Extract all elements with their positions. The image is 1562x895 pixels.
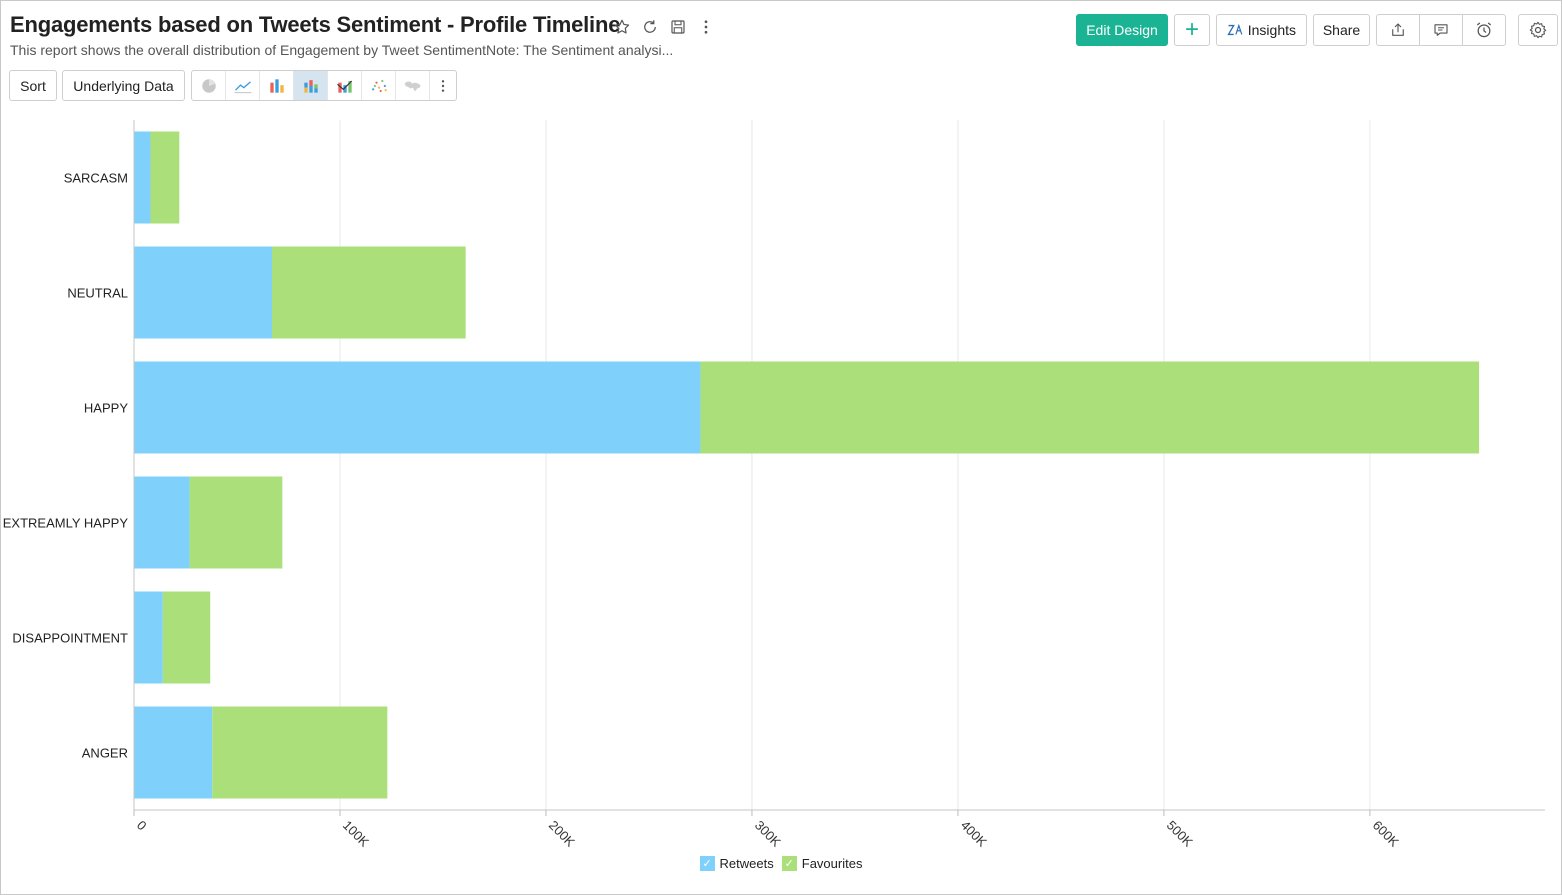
- bar-retweets-extreamly-happy[interactable]: [134, 476, 190, 569]
- plus-icon: +: [1184, 16, 1199, 43]
- category-label: HAPPY: [84, 401, 128, 416]
- legend-label: Retweets: [719, 856, 774, 871]
- insights-label: Insights: [1247, 22, 1296, 38]
- checkmark-icon: ✓: [699, 856, 715, 871]
- export-button[interactable]: [1376, 14, 1420, 46]
- bar-favourites-neutral[interactable]: [272, 246, 466, 339]
- category-label: EXTREAMLY HAPPY: [3, 516, 129, 531]
- category-label: NEUTRAL: [67, 286, 128, 301]
- map-chart-icon[interactable]: [396, 71, 430, 100]
- bar-retweets-happy[interactable]: [134, 361, 701, 454]
- bar-favourites-sarcasm[interactable]: [150, 131, 180, 224]
- report-tools-group: [1376, 14, 1506, 46]
- category-label: ANGER: [82, 746, 128, 761]
- export-icon: [1392, 23, 1404, 36]
- x-tick-label: 400K: [958, 818, 990, 850]
- gear-icon: [1529, 21, 1547, 39]
- combination-chart-icon[interactable]: [328, 71, 362, 100]
- settings-button[interactable]: [1518, 14, 1558, 46]
- chart-legend: ✓ Retweets ✓ Favourites: [0, 856, 1562, 871]
- star-icon[interactable]: [612, 16, 632, 38]
- x-tick-label: 300K: [752, 818, 784, 850]
- x-tick-label: 500K: [1164, 818, 1196, 850]
- bar-favourites-disappointment[interactable]: [162, 591, 211, 684]
- x-tick-label: 0: [134, 818, 150, 834]
- bar-chart-icon[interactable]: [260, 71, 294, 100]
- insights-icon: [1227, 23, 1243, 36]
- edit-design-button[interactable]: Edit Design: [1076, 14, 1168, 46]
- underlying-data-button[interactable]: Underlying Data: [62, 70, 185, 101]
- category-label: SARCASM: [64, 171, 128, 186]
- report-actions: Edit Design + Insights Share: [1076, 14, 1558, 46]
- scatter-chart-icon[interactable]: [362, 71, 396, 100]
- stacked-bar-chart-icon[interactable]: [294, 71, 328, 100]
- bar-retweets-anger[interactable]: [134, 706, 213, 799]
- bar-favourites-extreamly-happy[interactable]: [189, 476, 283, 569]
- bar-favourites-anger[interactable]: [212, 706, 388, 799]
- bar-retweets-disappointment[interactable]: [134, 591, 163, 684]
- x-tick-label: 600K: [1370, 818, 1402, 850]
- refresh-icon[interactable]: [640, 16, 660, 38]
- insights-button[interactable]: Insights: [1216, 14, 1307, 46]
- more-options-icon[interactable]: [430, 71, 456, 100]
- schedule-button[interactable]: [1462, 14, 1506, 46]
- alarm-icon: [1476, 22, 1492, 38]
- chart-toolbar: Sort Underlying Data: [9, 70, 457, 101]
- title-actions: [612, 16, 716, 38]
- bar-retweets-neutral[interactable]: [134, 246, 273, 339]
- chart-type-selector: [191, 70, 457, 101]
- pie-chart-icon[interactable]: [192, 71, 226, 100]
- stacked-bar-chart: 0 100K 200K 300K 400K 500K 600K SARCASM NEUTRAL H…: [3, 120, 1545, 850]
- x-tick-label: 100K: [340, 818, 372, 850]
- share-button[interactable]: Share: [1313, 14, 1370, 46]
- legend-label: Favourites: [801, 856, 863, 871]
- save-icon[interactable]: [668, 16, 688, 38]
- checkmark-icon: ✓: [781, 856, 797, 871]
- x-tick-label: 200K: [546, 818, 578, 850]
- line-chart-icon[interactable]: [226, 71, 260, 100]
- category-label: DISAPPOINTMENT: [12, 631, 128, 646]
- comment-button[interactable]: [1419, 14, 1463, 46]
- report-description: This report shows the overall distributi…: [10, 42, 674, 58]
- more-vertical-icon[interactable]: [696, 16, 716, 38]
- bar-favourites-happy[interactable]: [700, 361, 1480, 454]
- legend-item-retweets[interactable]: ✓ Retweets: [699, 856, 774, 871]
- legend-item-favourites[interactable]: ✓ Favourites: [781, 856, 863, 871]
- page-title: Engagements based on Tweets Sentiment - …: [10, 12, 621, 37]
- sort-button[interactable]: Sort: [9, 70, 57, 101]
- add-button[interactable]: +: [1174, 14, 1210, 46]
- bar-retweets-sarcasm[interactable]: [134, 131, 151, 224]
- comment-icon: [1434, 24, 1448, 36]
